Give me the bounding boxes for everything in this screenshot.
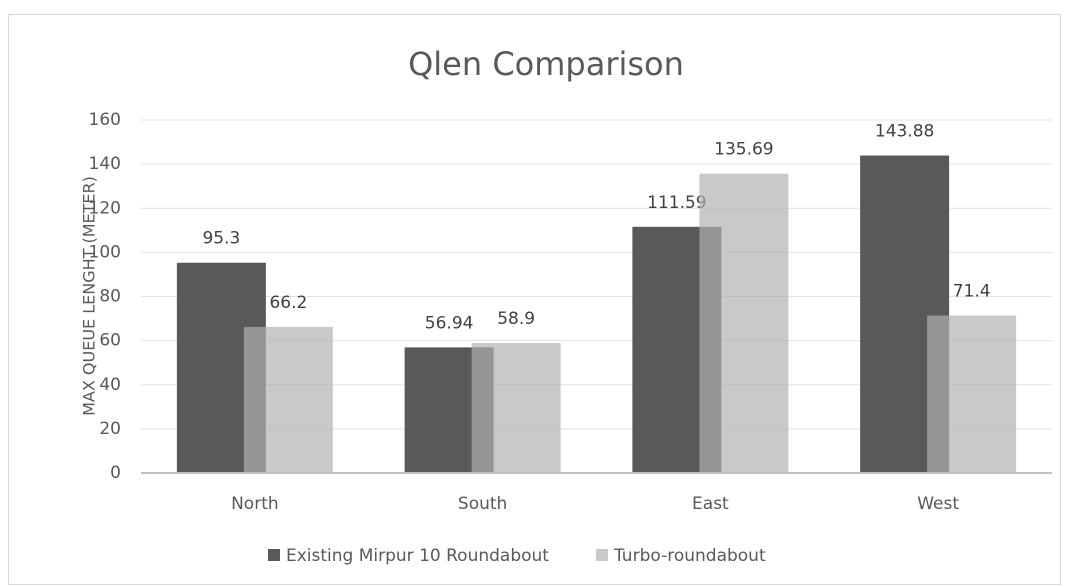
legend-label: Existing Mirpur 10 Roundabout [286, 546, 549, 566]
y-axis-label: MAX QUEUE LENGHT (METER) [80, 176, 99, 416]
y-tick-label: 140 [89, 154, 121, 174]
legend-swatch [268, 549, 280, 561]
y-tick-label: 40 [99, 375, 121, 395]
y-tick-label: 120 [89, 198, 121, 218]
chart-title: Qlen Comparison [408, 45, 684, 83]
bar [699, 173, 789, 473]
legend-label: Turbo-roundabout [613, 546, 766, 566]
data-label: 66.2 [269, 293, 307, 313]
data-label: 135.69 [714, 140, 773, 160]
x-tick-label: West [917, 494, 959, 514]
data-label: 95.3 [202, 229, 240, 249]
y-tick-label: 60 [99, 331, 121, 351]
y-tick-label: 20 [99, 419, 121, 439]
bar [243, 326, 333, 473]
bar [471, 343, 561, 473]
bar [927, 315, 1017, 473]
y-tick-label: 80 [99, 287, 121, 307]
data-label: 71.4 [953, 281, 991, 301]
x-tick-label: North [231, 494, 279, 514]
data-label: 56.94 [425, 313, 474, 333]
data-label: 143.88 [875, 122, 934, 142]
y-tick-label: 100 [89, 242, 121, 262]
x-tick-label: East [692, 494, 729, 514]
legend-swatch [596, 549, 608, 561]
data-label: 111.59 [647, 193, 706, 213]
x-tick-label: South [458, 494, 507, 514]
y-tick-label: 160 [89, 110, 121, 130]
data-label: 58.9 [497, 309, 535, 329]
y-tick-label: 0 [110, 463, 121, 483]
